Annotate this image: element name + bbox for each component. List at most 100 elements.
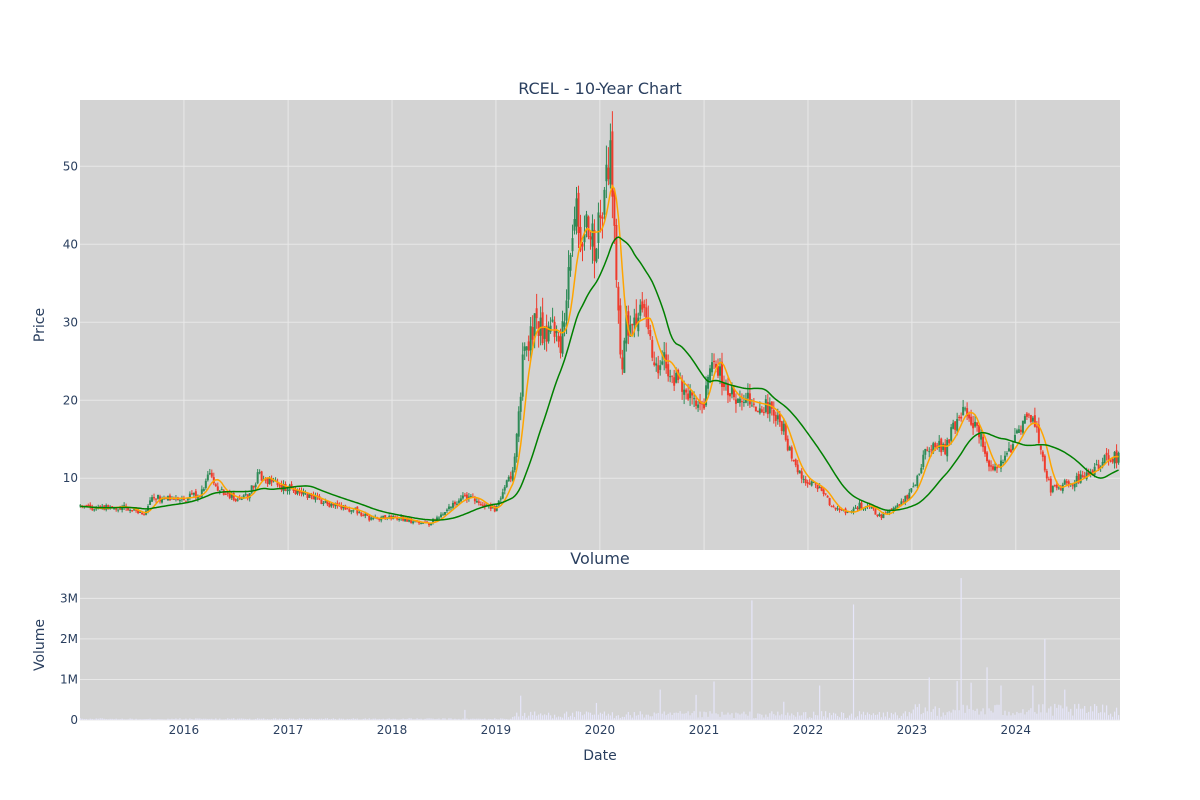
- candle-body-down: [902, 501, 905, 503]
- candle-body-up: [157, 494, 160, 499]
- volume-bar: [512, 716, 514, 720]
- candle-body-down: [1067, 481, 1070, 486]
- volume-bar: [191, 719, 193, 720]
- candle-body-down: [294, 490, 297, 495]
- volume-bar: [1038, 704, 1040, 720]
- volume-bar: [998, 704, 1000, 720]
- candle-body-down: [153, 497, 156, 499]
- candle-body-down: [770, 401, 773, 409]
- volume-bar: [1072, 715, 1074, 720]
- volume-bar: [276, 719, 279, 720]
- volume-bar: [595, 702, 598, 720]
- price-y-tick-label: 30: [63, 315, 78, 329]
- volume-bar: [348, 719, 350, 720]
- candle-body-up: [170, 498, 173, 500]
- volume-bar: [215, 718, 217, 720]
- volume-bar: [414, 719, 416, 720]
- volume-bar: [711, 713, 713, 720]
- volume-bar: [829, 712, 831, 720]
- candle-body-up: [133, 509, 136, 511]
- candle-body-up: [746, 392, 749, 399]
- volume-bar: [992, 712, 994, 720]
- volume-bar: [815, 715, 817, 720]
- volume-bar: [442, 718, 444, 720]
- volume-bar: [1016, 711, 1018, 720]
- candle-body-up: [121, 507, 124, 510]
- candle-body-down: [298, 490, 301, 493]
- candle-body-down: [89, 504, 92, 508]
- candle-body-down: [1065, 481, 1068, 483]
- candle-body-down: [228, 492, 231, 499]
- volume-bar: [282, 719, 285, 720]
- volume-bar: [129, 718, 131, 720]
- x-tick-label: 2020: [585, 723, 616, 737]
- volume-bar: [1102, 704, 1104, 720]
- volume-bar: [169, 719, 171, 720]
- candle-body-down: [972, 423, 975, 429]
- volume-bar: [908, 712, 910, 720]
- volume-bar: [436, 718, 438, 720]
- volume-bar: [942, 712, 944, 720]
- volume-bar: [819, 685, 821, 720]
- candle-body-up: [932, 443, 935, 453]
- volume-bar: [944, 715, 946, 720]
- volume-bar: [1058, 704, 1060, 720]
- volume-bar: [141, 719, 143, 720]
- candle-body-up: [858, 502, 861, 510]
- volume-bar: [213, 719, 215, 720]
- volume-bar: [1074, 704, 1076, 720]
- candle-body-down: [579, 226, 582, 251]
- candle-body-up: [525, 346, 528, 350]
- volume-bar: [1108, 715, 1110, 720]
- volume-bar: [856, 716, 859, 720]
- candle-body-down: [1041, 451, 1044, 457]
- volume-bar: [326, 718, 328, 720]
- volume-bar: [1086, 713, 1088, 720]
- candle-body-down: [1107, 455, 1110, 461]
- volume-bar: [966, 705, 968, 720]
- volume-bar: [131, 718, 133, 720]
- volume-bar: [731, 713, 733, 720]
- volume-bar: [482, 718, 484, 720]
- candle-body-up: [637, 317, 640, 332]
- candle-body-up: [750, 405, 753, 407]
- volume-bar: [677, 712, 679, 720]
- volume-bar: [749, 711, 751, 720]
- volume-bar: [123, 719, 125, 720]
- candle-body-up: [1063, 480, 1066, 485]
- volume-bar: [555, 717, 558, 720]
- volume-bar: [783, 701, 785, 720]
- volume-bar: [779, 715, 781, 720]
- volume-x-tick-labels: 2016 2017 2018 2019 2020 2021 2022 2023 2024: [169, 723, 1031, 737]
- x-tick-label: 2024: [1001, 723, 1032, 737]
- candle-body-up: [220, 488, 223, 490]
- candle-body-up: [625, 315, 628, 344]
- volume-bar: [1044, 638, 1046, 720]
- volume-bar: [1104, 712, 1106, 720]
- volume-bar: [249, 718, 251, 720]
- volume-bar: [1068, 711, 1070, 720]
- candle-body-up: [457, 500, 460, 503]
- candle-body-up: [1079, 474, 1082, 483]
- volume-bar: [657, 713, 659, 720]
- volume-bar: [817, 715, 819, 720]
- candle-body-up: [999, 460, 1002, 469]
- volume-bar: [647, 714, 649, 720]
- candle-body-down: [1043, 455, 1046, 471]
- candle-body-down: [320, 499, 323, 504]
- volume-bar: [1100, 712, 1102, 720]
- volume-bar: [763, 717, 765, 720]
- volume-bar: [231, 718, 233, 720]
- candle-body-up: [324, 501, 327, 503]
- candle-body-down: [673, 377, 676, 386]
- volume-bar: [197, 718, 199, 720]
- volume-bar: [725, 714, 727, 720]
- volume-plot-area[interactable]: [80, 570, 1120, 720]
- candle-body-down: [617, 286, 620, 311]
- candle-body-down: [216, 486, 219, 491]
- volume-bar: [460, 719, 462, 720]
- volume-bar: [581, 715, 584, 720]
- volume-bar: [269, 719, 271, 720]
- candle-body-down: [752, 403, 755, 405]
- volume-bar: [563, 713, 566, 720]
